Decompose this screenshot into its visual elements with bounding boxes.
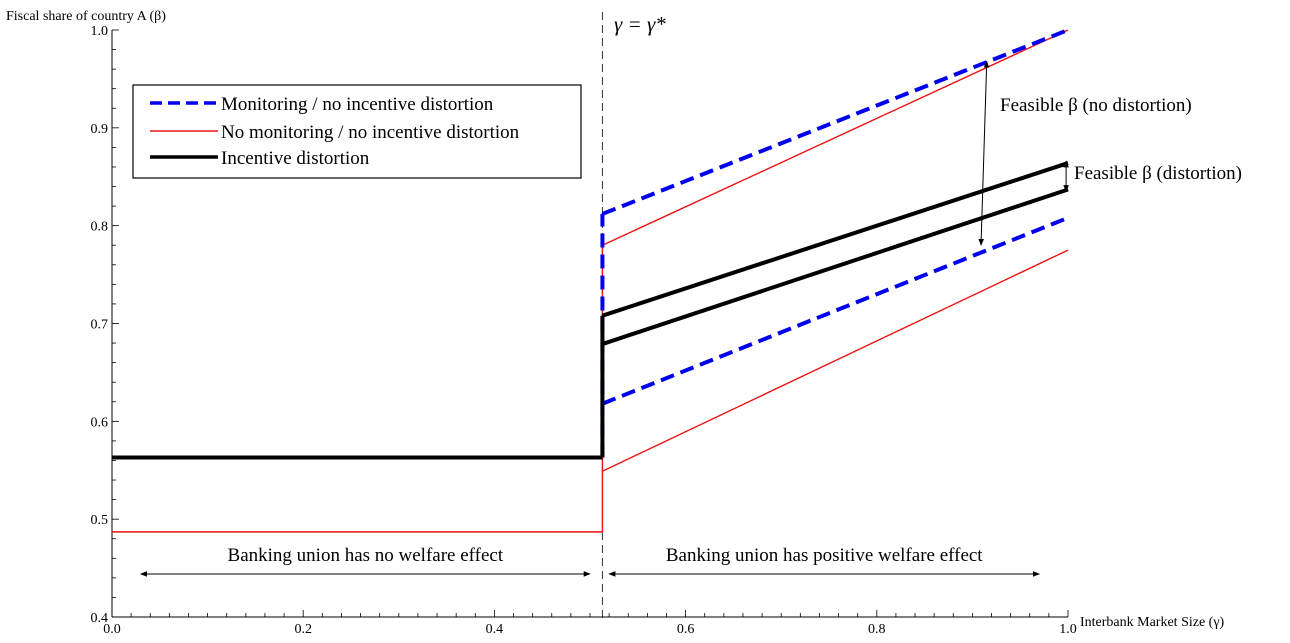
y-tick-label: 0.5 — [91, 513, 109, 528]
plot-series — [112, 28, 1069, 533]
legend-label-no-monitoring: No monitoring / no incentive distortion — [221, 122, 520, 143]
annotation-text-1: Banking union has positive welfare effec… — [666, 545, 983, 566]
y-tick-label: 0.8 — [91, 220, 109, 235]
series-monitoring-no-incentive-distortion-segment-2 — [601, 215, 1069, 406]
y-axis-label: Fiscal share of country A (β) — [6, 9, 166, 24]
y-tick-label: 0.6 — [91, 415, 109, 430]
y-tick-label: 0.9 — [91, 122, 109, 137]
x-tick-label: 1.0 — [1059, 622, 1077, 637]
legend: Monitoring / no incentive distortion No … — [132, 84, 582, 179]
annotations: Banking union has no welfare effect Banki… — [139, 60, 1242, 577]
x-axis-label: Interbank Market Size (γ) — [1080, 615, 1225, 630]
legend-label-incentive-distortion: Incentive distortion — [221, 148, 370, 169]
annotation-arrow-feasible-no-distortion — [978, 60, 990, 246]
legend-label-monitoring: Monitoring / no incentive distortion — [221, 94, 494, 115]
x-tick-label: 0.8 — [868, 622, 886, 637]
axes: 0.0 0.2 0.4 0.6 0.8 1.0 0.4 0.5 0.6 0.7 0.8 0.9 1.0 — [91, 24, 1077, 637]
x-tick-label: 0.6 — [677, 622, 695, 637]
series-incentive-distortion-segment-2 — [601, 187, 1069, 346]
annotation-text-0: Banking union has no welfare effect — [228, 545, 504, 566]
series-no-monitoring-no-incentive-distortion-segment-2 — [602, 249, 1069, 472]
y-tick-label: 0.4 — [91, 611, 109, 626]
x-tick-label: 0.0 — [103, 622, 121, 637]
series-no-monitoring-no-incentive-distortion-segment-1 — [602, 29, 1069, 246]
annotation-text-feasible-distortion: Feasible β (distortion) — [1074, 163, 1242, 184]
x-tick-label: 0.2 — [294, 622, 312, 637]
y-tick-label: 0.7 — [91, 318, 109, 333]
annotation-text-feasible-no-distortion: Feasible β (no distortion) — [1000, 95, 1192, 116]
x-tick-label: 0.4 — [486, 622, 504, 637]
series-incentive-distortion-segment-1 — [601, 161, 1069, 318]
threshold-label: γ = γ* — [614, 12, 666, 36]
y-tick-label: 1.0 — [91, 24, 109, 39]
